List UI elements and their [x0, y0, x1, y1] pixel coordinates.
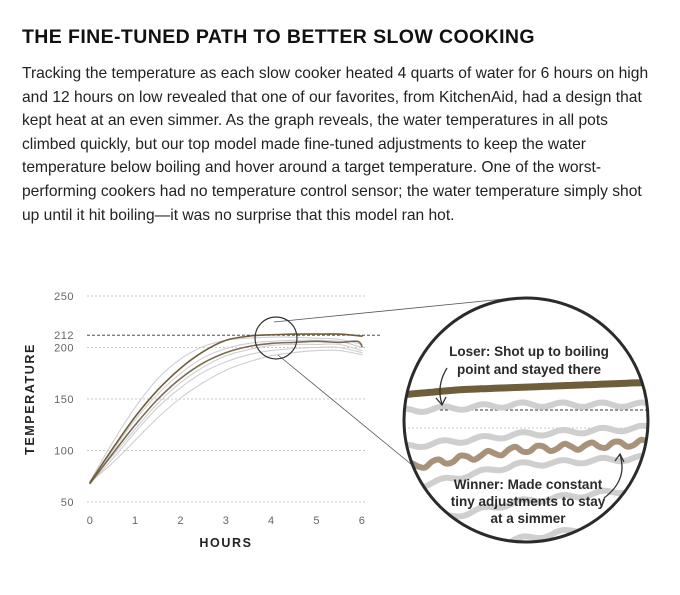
chart-gridlines [87, 295, 380, 503]
winner-annotation-line-3: at a simmer [490, 511, 566, 526]
loser-arrow [439, 367, 448, 405]
loser-annotation-line-1: Loser: Shot up to boiling [449, 344, 609, 359]
magnifier-background [404, 298, 648, 542]
zoom-focus-circle [254, 316, 298, 360]
magnified-series-loser [404, 378, 648, 399]
loser-annotation-line-2: point and stayed there [457, 362, 602, 377]
x-tick-2: 2 [177, 515, 184, 527]
y-axis-title: TEMPERATURE [23, 343, 37, 455]
loser-arrowhead [435, 396, 447, 407]
winner-annotation-line-1: Winner: Made constant [454, 477, 603, 492]
y-tick-212: 212 [54, 330, 74, 342]
series-line-loser [89, 333, 363, 484]
x-tick-3: 3 [223, 515, 230, 527]
magnified-series-winner [404, 436, 648, 471]
magnifier: Loser: Shot up to boiling point and stay… [402, 296, 650, 544]
chart-series [89, 333, 363, 485]
winner-arrow [603, 454, 623, 499]
magnified-series-cooker-e [404, 452, 648, 491]
y-tick-150: 150 [54, 394, 74, 406]
y-tick-50: 50 [61, 497, 74, 509]
series-line-cooker-e [89, 343, 363, 483]
series-line-winner [89, 340, 363, 485]
x-tick-6: 6 [359, 515, 366, 527]
series-line-cooker-d [89, 339, 363, 482]
infographic-description: Tracking the temperature as each slow co… [22, 65, 649, 224]
y-tick-200: 200 [54, 343, 74, 355]
winner-annotation-line-2: tiny adjustments to stay [451, 494, 606, 509]
x-axis-title: HOURS [199, 536, 252, 550]
x-tick-0: 0 [87, 515, 94, 527]
magnified-series-cooker-a [404, 399, 648, 415]
x-tick-5: 5 [313, 515, 320, 527]
winner-arrowhead [614, 452, 625, 463]
series-line-cooker-a [89, 336, 363, 482]
magnified-series-cooker-d [404, 422, 648, 451]
zoom-connector-upper [273, 297, 515, 323]
y-tick-250: 250 [54, 291, 74, 303]
series-line-cooker-b [89, 346, 363, 485]
series-line-cooker-c [89, 349, 363, 483]
x-tick-4: 4 [268, 515, 275, 527]
x-tick-1: 1 [132, 515, 139, 527]
magnifier-rim [402, 296, 650, 544]
y-tick-100: 100 [54, 446, 74, 458]
infographic-title: THE FINE-TUNED PATH TO BETTER SLOW COOKI… [22, 26, 535, 48]
